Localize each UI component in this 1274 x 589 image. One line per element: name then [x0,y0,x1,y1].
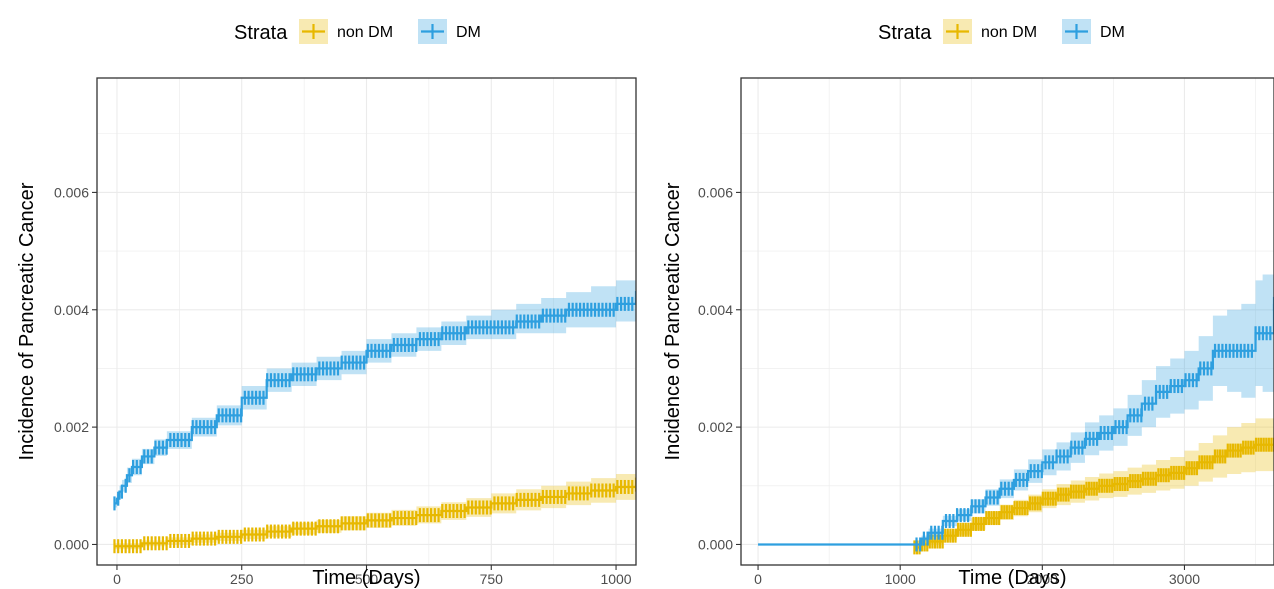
legend-title: Strata [234,22,288,44]
x-tick-label: 0 [113,571,121,587]
x-tick-label: 2000 [1027,571,1058,587]
left-chart-panel: 0 250 500 750 1000 0.000 0.002 0.004 0.006 Time (… [16,19,637,589]
censor-marks-dm [915,296,1274,552]
y-axis-title: Incidence of Pancreatic Cancer [662,182,684,460]
y-tick-label: 0.000 [698,536,733,552]
x-tick-label: 750 [480,571,504,587]
legend-label-non-dm: non DM [981,24,1037,41]
legend-label-non-dm: non DM [337,24,393,41]
plot-background [741,78,1274,565]
x-tick-label: 250 [230,571,254,587]
y-axis-title: Incidence of Pancreatic Cancer [16,182,38,460]
series-layer [758,221,1274,555]
right-chart-panel: 0 1000 2000 3000 0.000 0.002 0.004 0.006 Time (D… [662,19,1274,589]
x-tick-label: 0 [754,571,762,587]
y-tick-label: 0.006 [54,184,89,200]
x-axis-title: Time (Days) [958,567,1066,589]
legend: Strata non DM DM [234,19,481,44]
legend-title: Strata [878,22,932,44]
legend-label-dm: DM [1100,24,1125,41]
legend-label-dm: DM [456,24,481,41]
panel-border [740,77,1274,566]
censor-marks-non-dm [913,437,1274,555]
y-tick-label: 0.004 [698,302,733,318]
censor-marks-non-dm [113,477,636,554]
legend: Strata non DM DM [878,19,1125,44]
grid-lines [741,78,1274,565]
y-tick-label: 0.002 [54,419,89,435]
y-tick-label: 0.006 [698,184,733,200]
y-tick-label: 0.000 [54,536,89,552]
x-tick-label: 1000 [600,571,631,587]
x-axis-title: Time (Days) [312,567,420,589]
censor-marks-dm [113,291,636,511]
y-tick-label: 0.002 [698,419,733,435]
x-tick-label: 3000 [1169,571,1200,587]
grid-lines [97,78,636,565]
y-tick-label: 0.004 [54,302,89,318]
series-layer [113,274,636,554]
x-tick-label: 500 [355,571,379,587]
x-tick-label: 1000 [885,571,916,587]
